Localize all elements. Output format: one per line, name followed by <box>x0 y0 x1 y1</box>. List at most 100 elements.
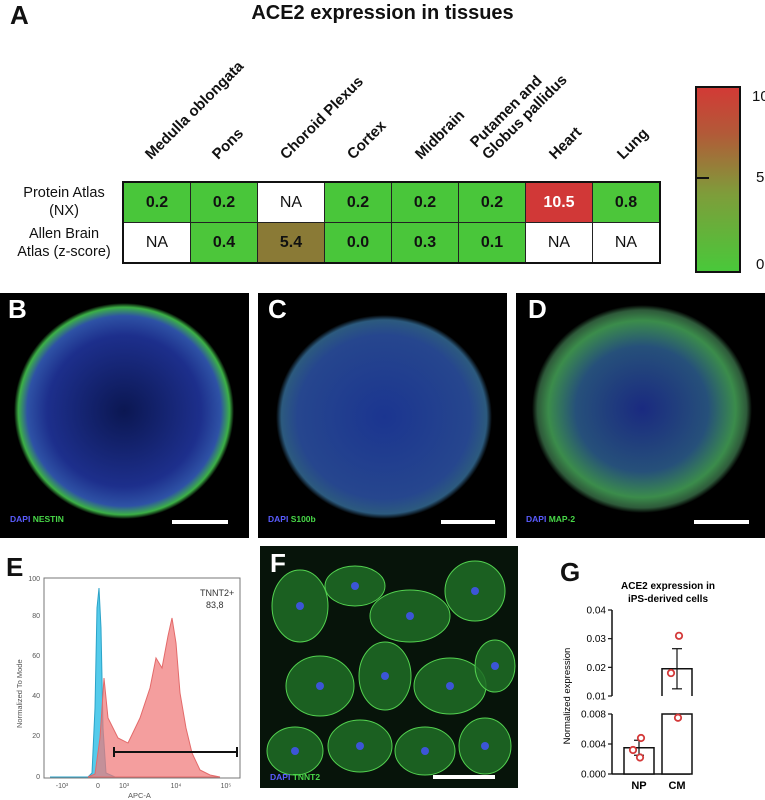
heatmap-cell: 0.3 <box>391 222 459 264</box>
scale-bar <box>433 775 495 779</box>
flow-yticks: 0 20 40 60 80 100 <box>28 576 40 781</box>
heatmap-cell: 0.2 <box>190 181 258 223</box>
row-label-protein-atlas: Protein Atlas (NX) <box>8 184 120 220</box>
xtick: 10⁵ <box>221 783 232 790</box>
spheroid-image <box>532 305 752 513</box>
data-point <box>635 753 645 762</box>
scale-bar <box>441 520 495 524</box>
heatmap-cell: 0.2 <box>391 181 459 223</box>
chart-title-line-2: iPS-derived cells <box>628 594 708 605</box>
row-label-allen-brain: Allen Brain Atlas (z-score) <box>8 225 120 261</box>
gate-value: 83,8 <box>206 600 224 610</box>
heatmap-cell: NA <box>592 222 661 264</box>
flow-ylabel: Normalized To Mode <box>15 659 24 728</box>
spheroid-image <box>276 315 492 519</box>
plot-frame <box>43 577 241 779</box>
spheroid-image <box>14 303 234 519</box>
marker-label: TNNT2 <box>292 772 321 782</box>
marker-label: MAP-2 <box>548 514 576 524</box>
heatmap-cell: 0.0 <box>324 222 392 264</box>
ytick: 60 <box>32 653 40 660</box>
data-point <box>636 733 646 743</box>
panel-label-g: G <box>560 557 581 587</box>
heatmap-cell: 5.4 <box>257 222 325 264</box>
panel-label-e: E <box>6 552 24 582</box>
xtick: -10³ <box>56 783 69 790</box>
scale-tick <box>695 177 709 179</box>
category-label: NP <box>631 780 646 792</box>
stain-legend: DAPI TNNT2 <box>270 772 320 782</box>
ytick-label: 0.000 <box>581 770 606 781</box>
ytick: 80 <box>32 613 40 620</box>
ytick: 100 <box>28 576 40 583</box>
xtick: 0 <box>96 783 100 790</box>
chart-ylabel: Normalized expression <box>562 648 573 745</box>
micrograph-nestin: DAPI NESTIN <box>0 293 249 538</box>
panel-label-c: C <box>268 294 287 324</box>
column-label: Heart <box>546 123 586 163</box>
ytick-label: 0.004 <box>581 740 606 751</box>
heatmap-cell: NA <box>257 181 325 223</box>
ytick: 40 <box>32 693 40 700</box>
heatmap-cell: 0.2 <box>324 181 392 223</box>
heatmap-cell: 0.2 <box>122 181 191 223</box>
category-label: CM <box>668 780 685 792</box>
scale-mid-label: 5 <box>756 169 765 186</box>
column-label: Pons <box>209 125 248 163</box>
data-point <box>674 631 684 640</box>
stain-legend: DAPI NESTIN <box>10 514 64 524</box>
xtick: 10⁴ <box>171 783 182 790</box>
data-point <box>666 668 676 678</box>
color-scale-bar <box>695 86 741 273</box>
panel-label-a: A <box>10 0 29 30</box>
panel-label-b: B <box>8 294 27 324</box>
gate-name: TNNT2+ <box>200 588 234 598</box>
column-label: Cortex <box>344 117 390 163</box>
data-point <box>673 713 683 722</box>
dapi-label: DAPI <box>270 772 291 782</box>
column-label: Midbrain <box>411 106 468 163</box>
panel-label-d: D <box>528 294 547 324</box>
ytick-label: 0.04 <box>587 606 607 617</box>
dapi-label: DAPI <box>268 514 289 524</box>
micrograph-tnnt2: DAPI TNNT2 <box>260 546 518 788</box>
heatmap-cell: 0.2 <box>458 181 526 223</box>
ytick-label: 0.01 <box>587 692 607 703</box>
column-label: Lung <box>613 125 652 163</box>
heatmap-cell: NA <box>122 222 191 264</box>
scale-min-label: 0 <box>756 256 765 273</box>
heatmap-title: ACE2 expression in tissues <box>251 2 514 24</box>
heatmap-cell: 0.1 <box>458 222 526 264</box>
spheroid <box>532 305 752 513</box>
dapi-label: DAPI <box>10 514 31 524</box>
stain-legend: DAPI MAP-2 <box>526 514 575 524</box>
scale-bar <box>172 520 228 524</box>
ytick-label: 0.02 <box>587 663 607 674</box>
expression-heatmap: 0.2 0.2 NA 0.2 0.2 0.2 10.5 0.8 NA 0.4 5… <box>122 181 661 264</box>
heatmap-cell: 0.4 <box>190 222 258 264</box>
marker-label: S100b <box>290 514 316 524</box>
dapi-label: DAPI <box>526 514 547 524</box>
heatmap-cell: 10.5 <box>525 181 593 223</box>
plot-area: 0.000 0.004 0.008 0.01 0.02 0.03 0.04 NP CM <box>581 606 693 792</box>
flow-xlabel: APC-A <box>128 791 151 800</box>
row-label-text: Protein Atlas (NX) <box>23 185 105 219</box>
spheroid <box>14 303 234 519</box>
heatmap-cell: NA <box>525 222 593 264</box>
micrograph-map2: DAPI MAP-2 <box>516 293 765 538</box>
marker-label: NESTIN <box>32 514 64 524</box>
panel-label-f: F <box>270 548 286 578</box>
data-point <box>628 745 638 755</box>
ytick-label: 0.03 <box>587 634 607 645</box>
cardiomyocyte-image <box>266 560 516 776</box>
heatmap-row-protein-atlas: 0.2 0.2 NA 0.2 0.2 0.2 10.5 0.8 <box>122 181 661 223</box>
micrograph-s100b: DAPI S100b <box>258 293 507 538</box>
flow-histogram: TNNT2+ 83,8 Normalized To Mode APC-A 0 2… <box>15 576 241 800</box>
scale-max-label: 10 <box>752 88 765 105</box>
xtick: 10³ <box>119 783 130 790</box>
heatmap-row-allen-brain: NA 0.4 5.4 0.0 0.3 0.1 NA NA <box>122 222 661 264</box>
chart-title-line-1: ACE2 expression in <box>621 581 715 592</box>
ytick: 20 <box>32 733 40 740</box>
bar-lower-segment <box>661 713 693 775</box>
tnnt2-histogram <box>87 617 221 778</box>
